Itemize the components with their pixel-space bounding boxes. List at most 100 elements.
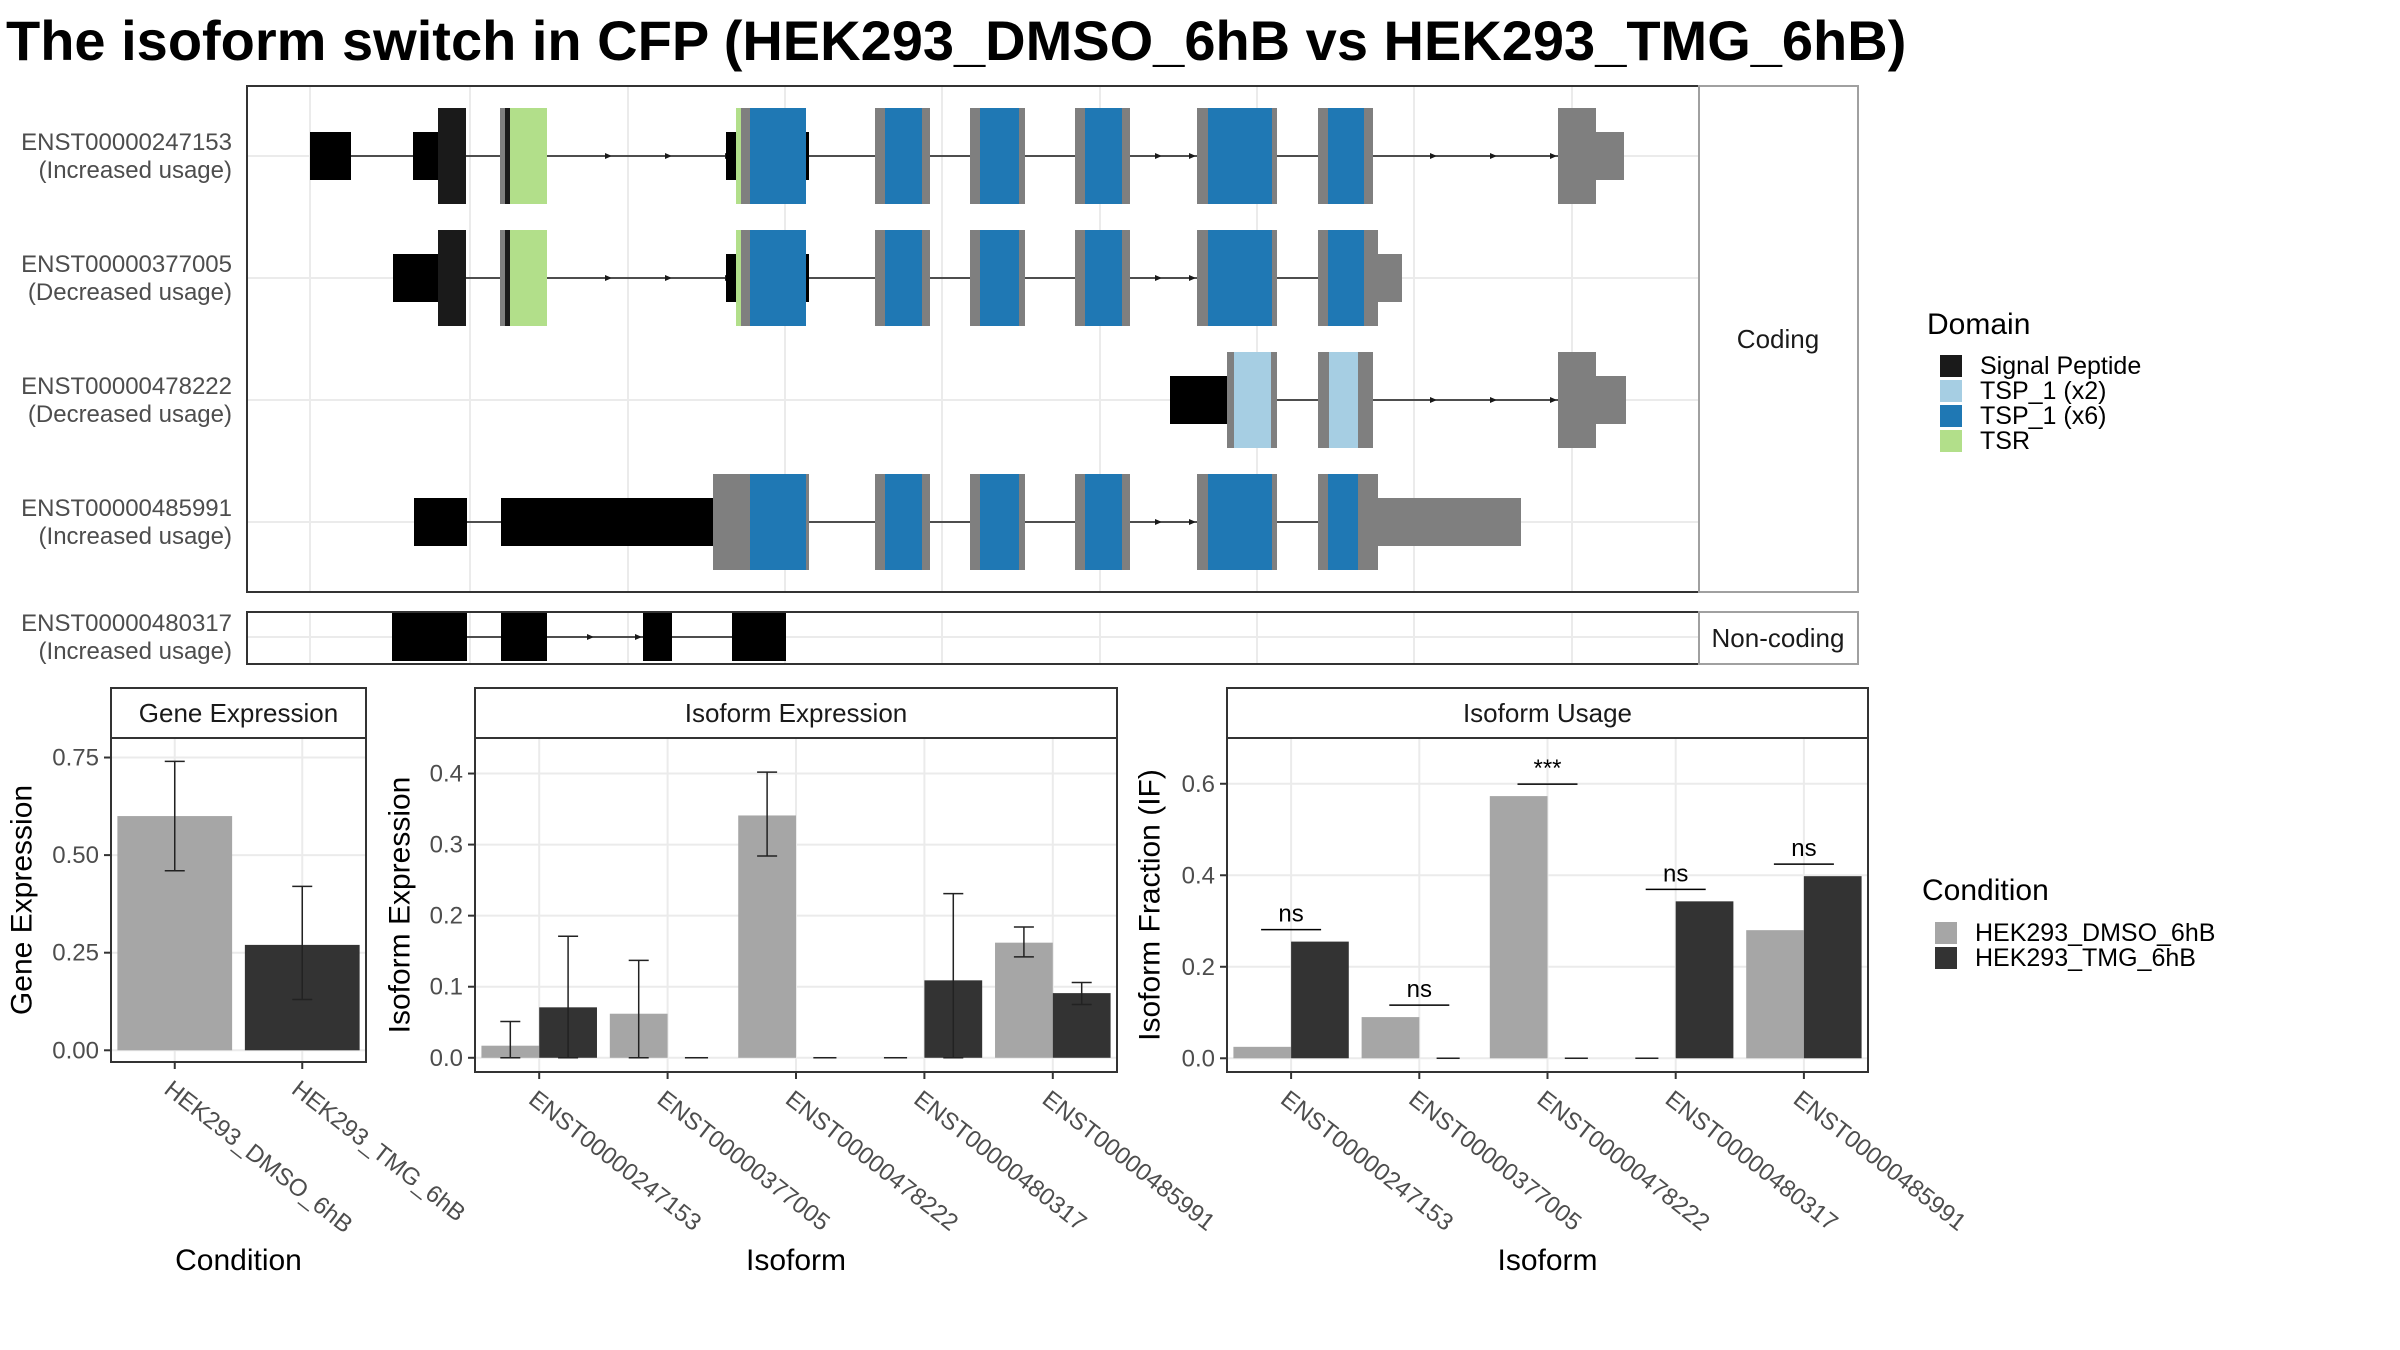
direction-arrow <box>587 634 594 640</box>
y-tick-label: 0.0 <box>430 1045 463 1072</box>
direction-arrow <box>605 275 612 281</box>
tsr-domain <box>510 230 547 326</box>
transcript-label: ENST00000377005(Decreased usage) <box>21 251 232 306</box>
bar <box>1233 1046 1292 1059</box>
bar-chart-panel: Isoform Usagensns***nsns0.00.20.40.6ENST… <box>1134 687 1971 1277</box>
signal-peptide-domain <box>438 108 466 204</box>
tsp1-x6-domain <box>1085 230 1122 326</box>
bar <box>1803 876 1862 1059</box>
x-axis-title: Isoform <box>1497 1244 1597 1277</box>
tsp1-x6-domain <box>1208 474 1272 570</box>
y-axis-title: Isoform Expression <box>384 777 417 1034</box>
direction-arrow <box>1155 153 1162 159</box>
exon-block <box>500 230 505 326</box>
y-tick-label: 0.4 <box>430 761 463 788</box>
direction-arrow <box>1430 397 1437 403</box>
domain-legend-title: Domain <box>1927 308 2030 341</box>
condition-legend-key <box>1935 947 1957 969</box>
y-tick-label: 0.2 <box>1182 954 1215 981</box>
exon-block <box>392 613 467 661</box>
tsp1-x6-domain <box>885 474 922 570</box>
direction-arrow <box>1490 397 1497 403</box>
direction-arrow <box>1189 275 1196 281</box>
figure-title: The isoform switch in CFP (HEK293_DMSO_6… <box>6 9 1907 72</box>
exon-block <box>732 613 786 661</box>
transcript-label: ENST00000247153(Increased usage) <box>21 129 232 184</box>
y-tick-label: 0.3 <box>430 832 463 859</box>
y-axis-title: Isoform Fraction (IF) <box>1134 769 1167 1041</box>
tsp1-x6-domain <box>980 230 1019 326</box>
domain-legend-key <box>1940 380 1962 402</box>
transcript-id: ENST00000480317 <box>21 610 232 637</box>
exon-block <box>310 132 351 180</box>
panel-title: Gene Expression <box>139 698 338 728</box>
panel-strip <box>474 687 1118 739</box>
exon-block <box>1170 376 1227 424</box>
tsp1-x6-domain <box>750 108 806 204</box>
significance-label: ns <box>1278 901 1303 928</box>
transcript-id: ENST00000247153 <box>21 129 232 156</box>
tsp1-x6-domain <box>1085 108 1122 204</box>
transcript-id: ENST00000377005 <box>21 251 232 278</box>
signal-peptide-domain <box>438 230 466 326</box>
signal-peptide-domain <box>505 108 510 204</box>
significance-label: ns <box>1791 835 1816 862</box>
direction-arrow <box>1550 397 1557 403</box>
tsr-domain <box>736 230 741 326</box>
y-tick-label: 0.1 <box>430 974 463 1001</box>
tsp1-x6-domain <box>1085 474 1122 570</box>
bar-charts: Gene Expression0.000.250.500.75HEK293_DM… <box>6 687 1971 1277</box>
direction-arrow <box>665 153 672 159</box>
significance-label: *** <box>1533 755 1561 782</box>
domain-legend-label: TSR <box>1980 427 2030 455</box>
exon-block <box>413 132 438 180</box>
transcript-status: (Increased usage) <box>39 638 232 665</box>
transcript-id: ENST00000485991 <box>21 495 232 522</box>
transcript-status: (Decreased usage) <box>28 401 232 428</box>
exon-block <box>741 230 750 326</box>
exon-block <box>393 254 438 302</box>
domain-legend-key <box>1940 405 1962 427</box>
bar <box>1489 796 1548 1059</box>
tsr-domain <box>736 108 741 204</box>
direction-arrow <box>635 634 642 640</box>
exon-block <box>1596 376 1626 424</box>
transcript-status: (Increased usage) <box>39 157 232 184</box>
tsp1-x6-domain <box>1328 108 1364 204</box>
tsp1-x6-domain <box>1208 230 1272 326</box>
panel-strip <box>1226 687 1869 739</box>
transcript-id: ENST00000478222 <box>21 373 232 400</box>
condition-legend-title: Condition <box>1922 874 2049 907</box>
bar <box>1746 930 1804 1059</box>
exon-block <box>643 613 672 661</box>
bar <box>1291 941 1349 1059</box>
y-tick-label: 0.2 <box>430 903 463 930</box>
direction-arrow <box>665 275 672 281</box>
transcript-status: (Increased usage) <box>39 523 232 550</box>
bar <box>1361 1017 1420 1059</box>
transcript-label: ENST00000478222(Decreased usage) <box>21 373 232 428</box>
tsp1-x6-domain <box>750 474 806 570</box>
direction-arrow <box>1490 153 1497 159</box>
y-tick-label: 0.75 <box>52 745 99 772</box>
direction-arrow <box>1189 519 1196 525</box>
domain-legend-label: TSP_1 (x6) <box>1980 402 2106 430</box>
exon-block <box>1378 254 1402 302</box>
direction-arrow <box>1550 153 1557 159</box>
exon-block <box>741 108 750 204</box>
noncoding-strip-label: Non-coding <box>1712 623 1845 653</box>
direction-arrow <box>1430 153 1437 159</box>
panel-title: Isoform Usage <box>1463 698 1632 728</box>
plot-border <box>110 737 367 1063</box>
domain-legend-label: TSP_1 (x2) <box>1980 377 2106 405</box>
exon-block <box>1596 132 1624 180</box>
condition-legend-key <box>1935 922 1957 944</box>
tsp1-x6-domain <box>1328 230 1364 326</box>
exon-block <box>501 613 547 661</box>
tsp1-x6-domain <box>885 108 922 204</box>
bar <box>995 942 1053 1058</box>
transcript-structure-panel: CodingNon-codingENST00000247153(Increase… <box>21 85 1859 665</box>
domain-legend-key <box>1940 430 1962 452</box>
tsp1-x6-domain <box>1328 474 1358 570</box>
